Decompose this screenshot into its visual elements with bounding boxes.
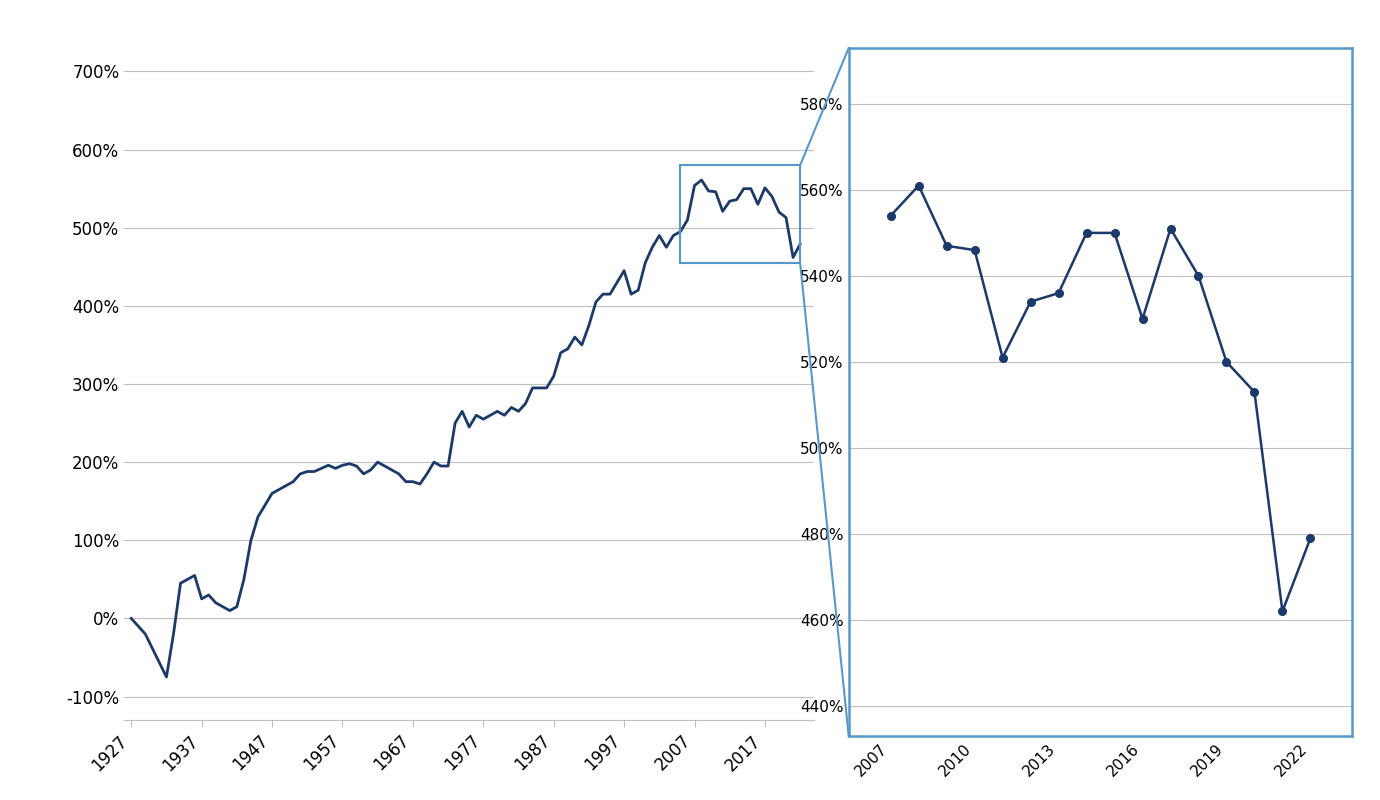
Bar: [680, 166, 800, 263]
